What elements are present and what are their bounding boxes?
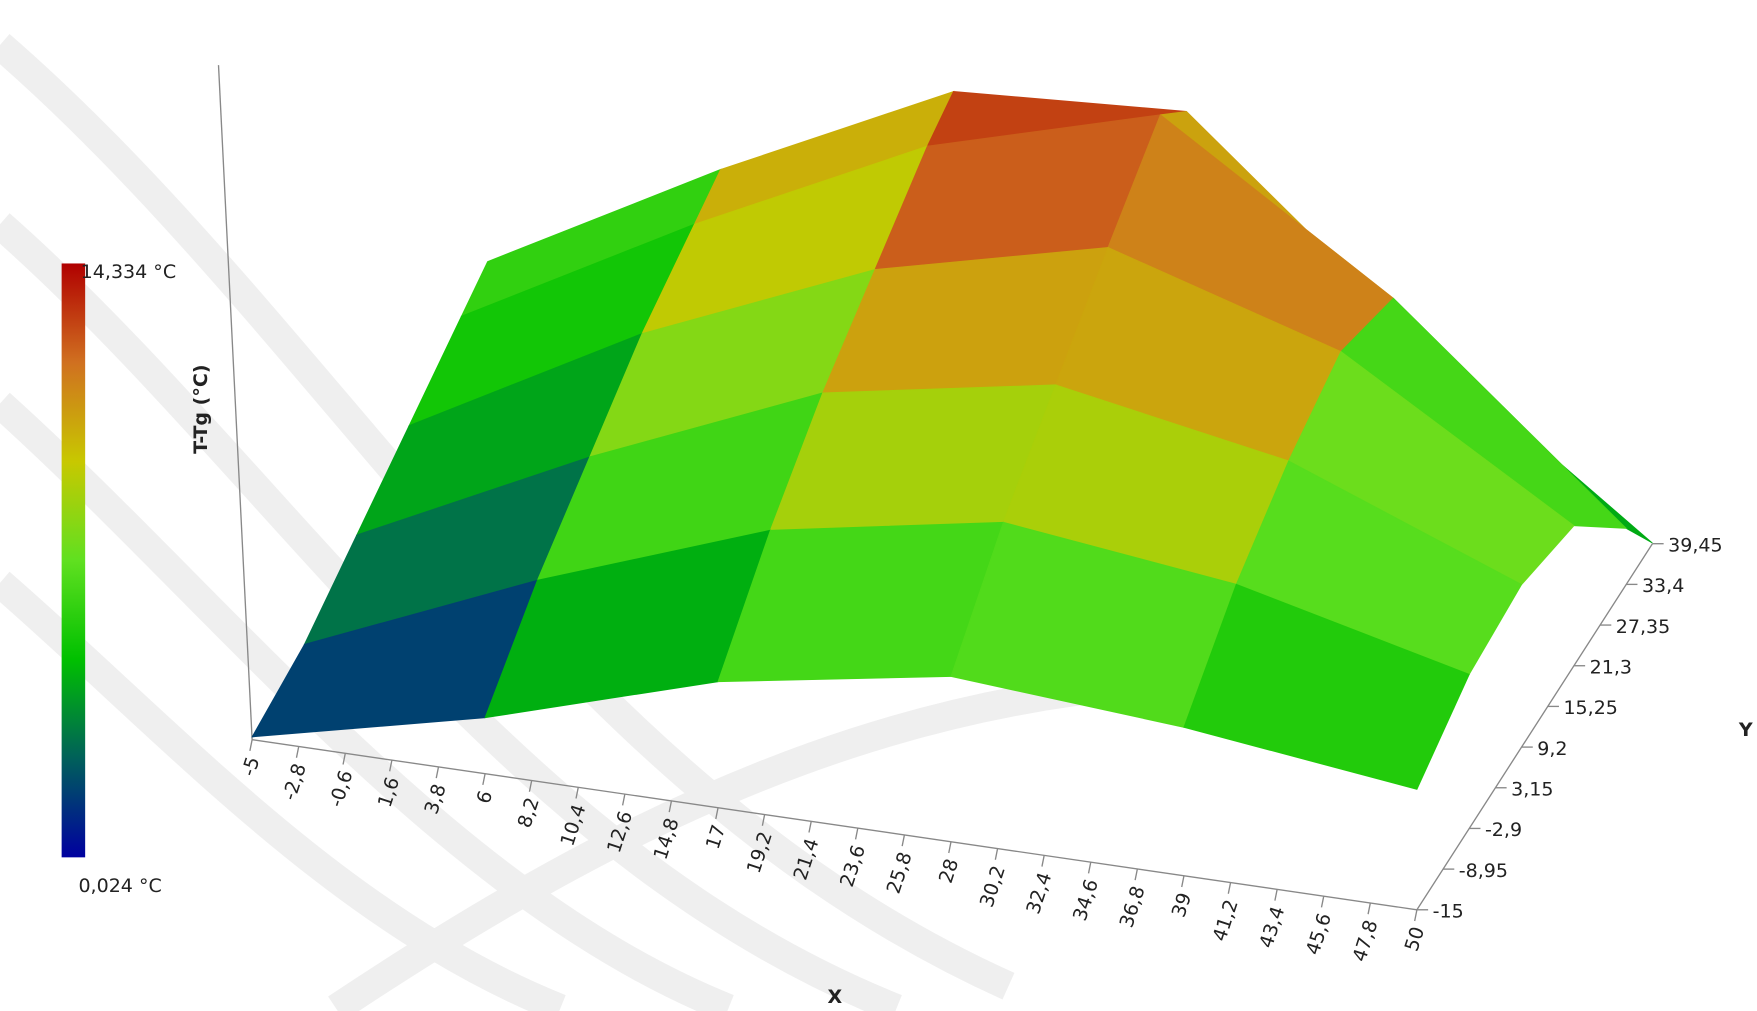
- x-tick: [994, 848, 999, 860]
- x-tick: [295, 746, 300, 758]
- swoosh: [0, 392, 734, 1011]
- x-axis-label: X: [827, 986, 842, 1008]
- y-tick-label: 33,4: [1642, 575, 1684, 597]
- y-tick-label: 3,15: [1511, 779, 1553, 801]
- x-tick: [901, 834, 906, 847]
- x-tick-label: 25,8: [883, 849, 917, 896]
- x-tick: [808, 821, 812, 833]
- z-axis: [217, 65, 253, 740]
- x-tick-label: 32,4: [1022, 870, 1056, 917]
- y-tick-label: -15: [1433, 901, 1464, 923]
- x-tick: [1041, 855, 1045, 867]
- x-tick-label: 50: [1401, 924, 1429, 954]
- x-tick: [1274, 889, 1278, 901]
- y-tick-label: 21,3: [1590, 656, 1632, 678]
- x-tick-label: 3,8: [420, 781, 450, 817]
- x-tick-label: 36,8: [1116, 883, 1150, 930]
- x-tick: [575, 787, 579, 799]
- colorbar-label: 14,334 °C: [81, 261, 176, 283]
- y-axis-label: Y: [1738, 719, 1753, 741]
- x-tick-label: -5: [238, 754, 265, 779]
- y-tick-label: 15,25: [1563, 697, 1617, 719]
- x-tick-label: 30,2: [976, 863, 1010, 910]
- x-tick: [528, 780, 533, 792]
- x-tick: [1087, 862, 1092, 874]
- x-tick-label: 28: [935, 856, 963, 886]
- x-tick: [1181, 875, 1185, 888]
- x-tick-label: 23,6: [836, 843, 870, 890]
- x-tick-label: 43,4: [1255, 904, 1289, 951]
- y-tick-label: -2,9: [1485, 819, 1522, 841]
- x-tick-label: 45,6: [1302, 911, 1336, 958]
- x-tick: [435, 766, 440, 779]
- x-tick: [1320, 896, 1325, 908]
- x-tick-label: 41,2: [1209, 897, 1243, 944]
- x-tick: [1367, 902, 1371, 915]
- surface-patch: [1183, 583, 1470, 790]
- x-tick: [668, 800, 673, 813]
- z-axis-label: T-Tg (°C): [190, 364, 212, 453]
- y-axis-line: [1416, 543, 1653, 911]
- colorbar: [61, 263, 86, 858]
- x-tick: [342, 753, 346, 765]
- surface: [251, 90, 1653, 790]
- x-tick: [1227, 882, 1232, 894]
- y-tick-label: -8,95: [1459, 860, 1508, 882]
- x-tick-label: 47,8: [1349, 917, 1383, 964]
- x-tick: [1134, 868, 1139, 881]
- y-tick-label: 39,45: [1668, 534, 1722, 556]
- x-tick: [388, 759, 393, 772]
- x-tick-label: -2,8: [279, 761, 311, 803]
- x-tick-label: 39: [1168, 890, 1196, 920]
- colorbar-label: 0,024 °C: [78, 875, 161, 897]
- x-tick: [249, 739, 253, 752]
- y-tick-label: 9,2: [1537, 738, 1567, 760]
- x-tick-label: 34,6: [1069, 877, 1103, 924]
- x-tick-label: -0,6: [325, 768, 357, 810]
- x-tick: [1414, 909, 1418, 922]
- x-tick-label: 8,2: [514, 795, 544, 831]
- x-tick: [482, 773, 486, 786]
- x-tick: [621, 793, 626, 806]
- x-tick: [854, 828, 859, 840]
- y-tick-label: 27,35: [1616, 616, 1670, 638]
- x-tick: [948, 841, 952, 854]
- x-tick: [715, 807, 719, 820]
- x-axis-line: [252, 739, 1418, 911]
- x-tick: [761, 814, 766, 826]
- x-tick-label: 6: [473, 788, 498, 806]
